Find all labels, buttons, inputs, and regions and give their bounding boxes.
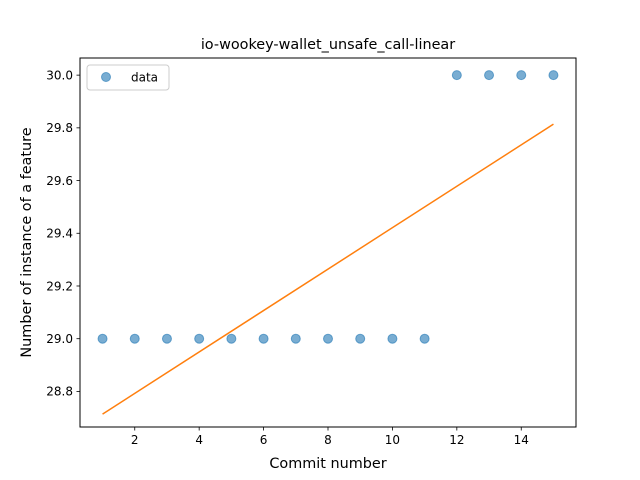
y-tick-label: 29.8 [46,121,73,135]
y-tick-label: 28.8 [46,385,73,399]
x-tick-label: 2 [131,433,139,447]
y-tick-label: 29.2 [46,279,73,293]
fit-line [102,123,554,415]
data-point [97,333,108,344]
data-point [451,70,462,81]
data-point [516,70,527,81]
legend-label-data: data [131,71,158,85]
x-tick-label: 12 [449,433,464,447]
x-tick-label: 10 [385,433,400,447]
x-tick-label: 14 [514,433,529,447]
data-point [387,333,398,344]
axis-ticks: 2 4 6 8 10 12 14 28.8 29.0 29.2 29.4 29.6 29.8 30.0 [46,68,529,447]
data-point [484,70,495,81]
legend-box [86,64,170,91]
data-point [194,333,205,344]
data-point [161,333,172,344]
y-tick-label: 29.4 [46,227,73,241]
chart-title: io-wookey-wallet_unsafe_call-linear [201,37,455,53]
y-tick-label: 30.0 [46,68,73,82]
data-point [323,333,333,344]
data-point [129,333,140,344]
legend: data [86,64,170,91]
x-tick-label: 4 [195,433,203,447]
data-point [419,333,430,344]
x-tick-label: 6 [260,433,268,447]
x-axis-label: Commit number [269,456,386,472]
data-point [290,333,301,344]
data-point [258,333,269,344]
x-tick-label: 8 [324,433,332,447]
axes-frame [79,57,577,428]
data-point [548,70,559,81]
y-tick-label: 29.6 [46,174,73,188]
data-point [355,333,366,344]
legend-marker-data [101,72,111,82]
plot-area [97,70,559,415]
y-tick-label: 29.0 [46,332,73,346]
data-point [226,333,237,344]
y-axis-label: Number of instance of a feature [19,127,35,357]
